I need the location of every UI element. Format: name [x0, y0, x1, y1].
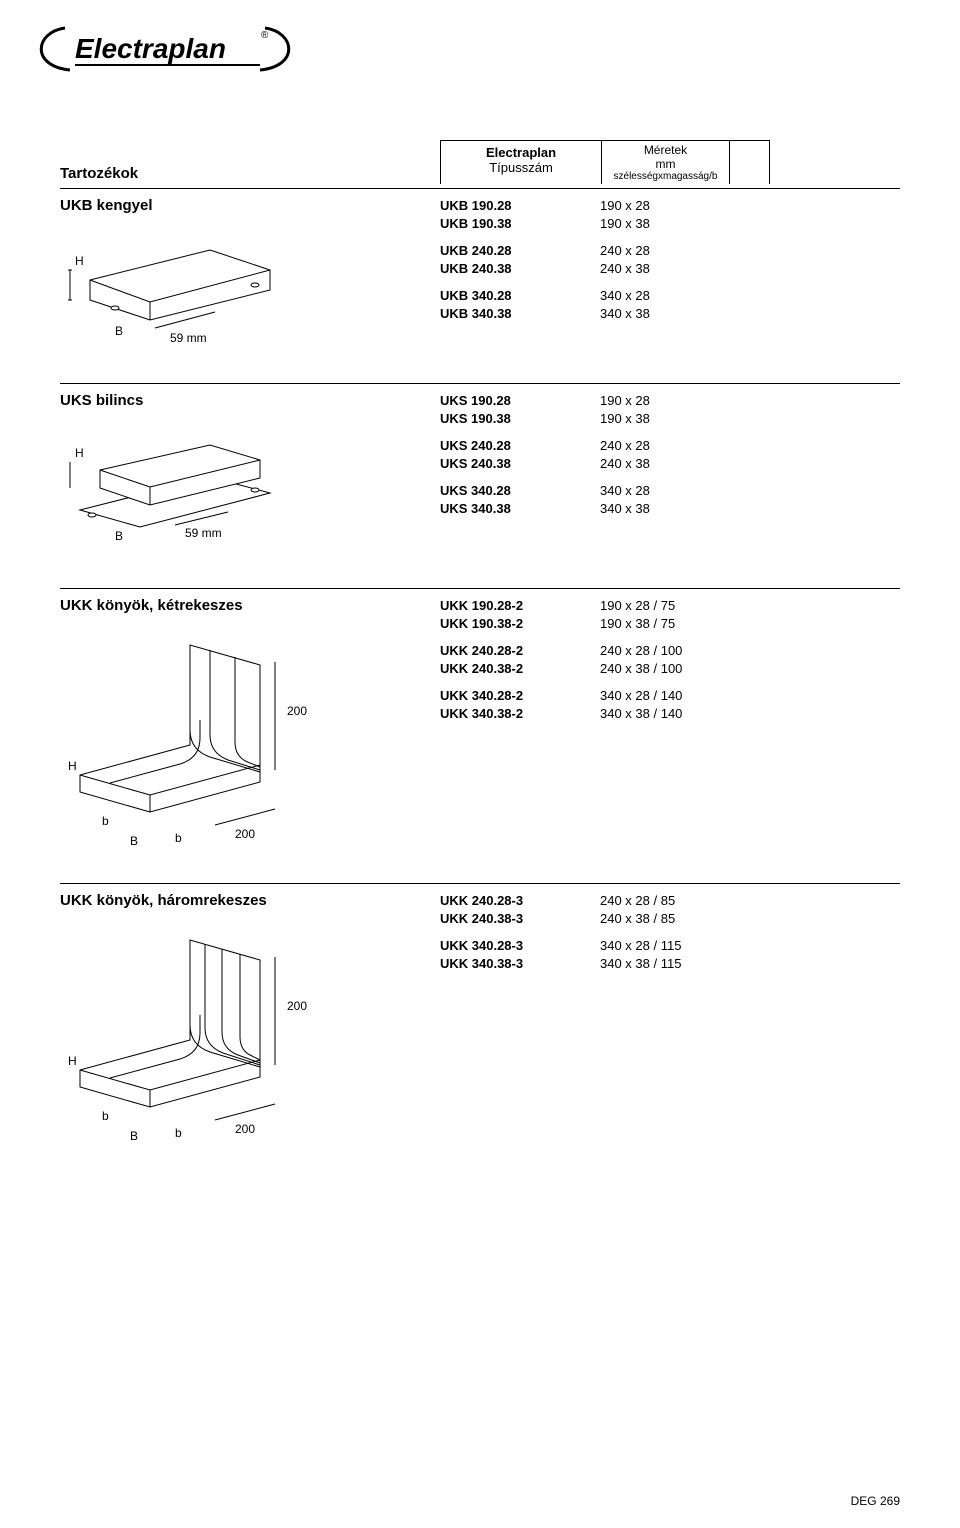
header-dim-sub: szélességxmagasság/b	[604, 171, 727, 182]
type-code: UKK 190.28-2	[440, 597, 600, 615]
section-ukk2: UKK könyök, kétrekeszes H 200	[60, 589, 900, 883]
section-title: UKK könyök, háromrekeszes	[60, 892, 440, 909]
svg-text:H: H	[68, 759, 77, 773]
type-code: UKK 190.38-2	[440, 615, 600, 633]
svg-text:H: H	[75, 446, 84, 460]
header-extra-cell	[729, 141, 769, 184]
section-title: UKK könyök, kétrekeszes	[60, 597, 440, 614]
logo: Electraplan ®	[25, 20, 305, 83]
dimension: 240 x 38	[600, 260, 860, 278]
type-code: UKK 240.38-2	[440, 660, 600, 678]
dimension: 340 x 28	[600, 482, 860, 500]
svg-text:B: B	[130, 834, 138, 848]
dimension: 340 x 38 / 115	[600, 955, 860, 973]
svg-text:H: H	[75, 254, 84, 268]
section-title: UKS bilincs	[60, 392, 440, 409]
type-code: UKB 240.38	[440, 260, 600, 278]
diagram-ukb: H B 59 mm	[60, 220, 440, 353]
svg-text:200: 200	[287, 999, 307, 1013]
section-ukb: UKB kengyel H B 59 mm	[60, 189, 900, 383]
type-code: UKB 190.28	[440, 197, 600, 215]
page-footer: DEG 269	[851, 1494, 900, 1508]
type-code: UKS 240.38	[440, 455, 600, 473]
type-code: UKK 340.28-3	[440, 937, 600, 955]
svg-text:Electraplan: Electraplan	[75, 33, 226, 64]
svg-text:B: B	[130, 1129, 138, 1143]
dimension: 340 x 28	[600, 287, 860, 305]
section-ukk3: UKK könyök, háromrekeszes H 200	[60, 884, 900, 1178]
svg-text:200: 200	[235, 1122, 255, 1136]
type-code: UKB 190.38	[440, 215, 600, 233]
diagram-uks: H B 59 mm	[60, 415, 440, 558]
type-code: UKB 340.28	[440, 287, 600, 305]
dimension: 190 x 28 / 75	[600, 597, 860, 615]
dimension: 240 x 28	[600, 242, 860, 260]
type-code: UKK 340.38-2	[440, 705, 600, 723]
svg-text:b: b	[102, 814, 109, 828]
dimension: 240 x 28	[600, 437, 860, 455]
table-header: Tartozékok Electraplan Típusszám Méretek…	[60, 140, 900, 189]
diagram-ukk2: H 200 b B b 200	[60, 620, 440, 853]
svg-text:59 mm: 59 mm	[185, 526, 222, 540]
header-brand: Electraplan	[443, 145, 599, 160]
type-code: UKS 340.38	[440, 500, 600, 518]
type-code: UKK 340.28-2	[440, 687, 600, 705]
dimension: 190 x 28	[600, 392, 860, 410]
svg-text:®: ®	[261, 30, 269, 41]
type-code: UKB 240.28	[440, 242, 600, 260]
dimension: 240 x 38	[600, 455, 860, 473]
svg-text:b: b	[102, 1109, 109, 1123]
svg-text:200: 200	[287, 704, 307, 718]
dimension: 340 x 38	[600, 500, 860, 518]
svg-text:59 mm: 59 mm	[170, 331, 207, 345]
section-title: UKB kengyel	[60, 197, 440, 214]
dimension: 340 x 28 / 115	[600, 937, 860, 955]
type-code: UKK 240.38-3	[440, 910, 600, 928]
header-dim-title: Méretek	[604, 143, 727, 157]
svg-text:200: 200	[235, 827, 255, 841]
dimension: 240 x 28 / 85	[600, 892, 860, 910]
svg-text:B: B	[115, 324, 123, 338]
dimension: 190 x 28	[600, 197, 860, 215]
dimension: 240 x 38 / 100	[600, 660, 860, 678]
dimension: 190 x 38 / 75	[600, 615, 860, 633]
type-code: UKS 190.38	[440, 410, 600, 428]
header-dim-unit: mm	[604, 157, 727, 171]
dimension: 240 x 28 / 100	[600, 642, 860, 660]
dimension: 340 x 38 / 140	[600, 705, 860, 723]
dimension: 240 x 38 / 85	[600, 910, 860, 928]
svg-text:H: H	[68, 1054, 77, 1068]
type-code: UKK 340.38-3	[440, 955, 600, 973]
svg-text:B: B	[115, 529, 123, 543]
svg-text:b: b	[175, 831, 182, 845]
dimension: 190 x 38	[600, 410, 860, 428]
header-type-label: Típusszám	[443, 160, 599, 175]
svg-text:b: b	[175, 1126, 182, 1140]
type-code: UKS 340.28	[440, 482, 600, 500]
type-code: UKB 340.38	[440, 305, 600, 323]
type-code: UKS 190.28	[440, 392, 600, 410]
type-code: UKS 240.28	[440, 437, 600, 455]
type-code: UKK 240.28-3	[440, 892, 600, 910]
dimension: 340 x 28 / 140	[600, 687, 860, 705]
dimension: 340 x 38	[600, 305, 860, 323]
type-code: UKK 240.28-2	[440, 642, 600, 660]
diagram-ukk3: H 200 b B b 200	[60, 915, 440, 1148]
dimension: 190 x 38	[600, 215, 860, 233]
header-left-label: Tartozékok	[60, 140, 440, 184]
section-uks: UKS bilincs H B 59 mm	[60, 384, 900, 588]
